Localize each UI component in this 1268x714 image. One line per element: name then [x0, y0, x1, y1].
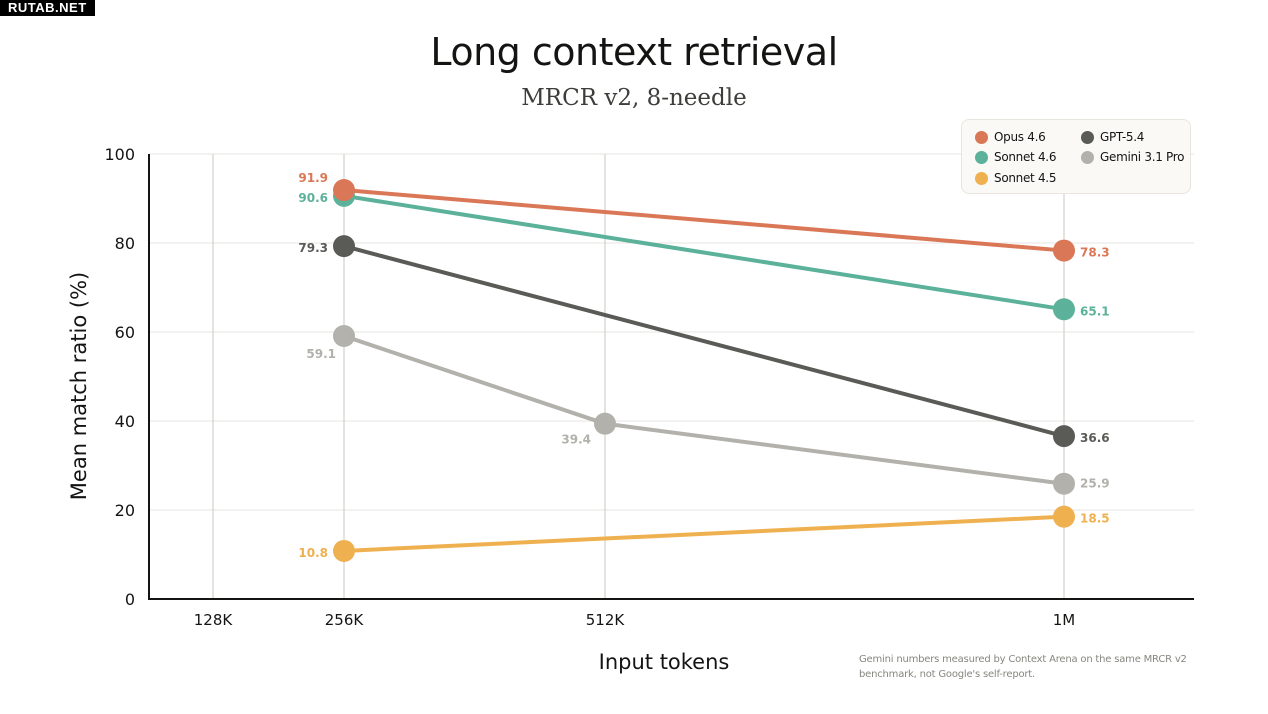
- data-point-opus-4-6: [1053, 239, 1075, 262]
- series-lines: [343, 188, 1065, 553]
- legend-swatch: [975, 171, 988, 185]
- data-point-sonnet-4-5: [333, 539, 355, 562]
- x-tick-labels: 128K 256K 512K 1M: [194, 611, 1075, 629]
- series-line-gpt-5-4: [343, 244, 1065, 439]
- data-point-gpt-5-4: [333, 235, 355, 258]
- data-point-opus-4-6: [333, 179, 355, 202]
- y-tick-label: 0: [125, 590, 135, 609]
- series-points: [333, 179, 1075, 562]
- x-tick-label: 128K: [194, 611, 234, 629]
- series-line-opus-4-6: [343, 188, 1065, 253]
- legend-swatch: [1081, 130, 1094, 144]
- data-point-sonnet-4-5: [1053, 505, 1075, 528]
- data-label-sonnet-4-5: 18.5: [1080, 512, 1110, 526]
- y-tick-label: 20: [115, 501, 135, 520]
- legend-label: Opus 4.6: [994, 130, 1046, 144]
- legend: Opus 4.6 Sonnet 4.6 Sonnet 4.5 GPT-5.4 G…: [961, 119, 1191, 194]
- data-label-gemini-3-1-pro: 39.4: [561, 433, 591, 447]
- legend-item-sonnet-4-5: Sonnet 4.5: [975, 171, 1056, 185]
- legend-label: Gemini 3.1 Pro: [1100, 150, 1185, 164]
- data-label-opus-4-6: 78.3: [1080, 246, 1110, 260]
- data-point-gemini-3-1-pro: [333, 325, 355, 348]
- x-tick-label: 512K: [586, 611, 626, 629]
- legend-label: Sonnet 4.5: [994, 171, 1057, 185]
- legend-item-gpt-5-4: GPT-5.4: [1081, 130, 1144, 144]
- x-tick-label: 1M: [1053, 611, 1076, 629]
- x-tick-label: 256K: [325, 611, 365, 629]
- x-axis-label: Input tokens: [599, 650, 730, 674]
- data-point-gemini-3-1-pro: [594, 412, 616, 435]
- watermark: RUTAB.NET: [0, 0, 95, 16]
- legend-swatch: [975, 130, 988, 144]
- data-point-gpt-5-4: [1053, 425, 1075, 448]
- data-label-sonnet-4-6: 90.6: [298, 191, 328, 205]
- legend-swatch: [1081, 150, 1094, 164]
- footnote: Gemini numbers measured by Context Arena…: [859, 654, 1187, 680]
- data-label-opus-4-6: 91.9: [298, 171, 328, 185]
- data-label-gemini-3-1-pro: 59.1: [306, 347, 336, 361]
- legend-item-sonnet-4-6: Sonnet 4.6: [975, 150, 1056, 164]
- y-tick-label: 80: [115, 234, 135, 253]
- x-grid-lines: [212, 154, 1065, 599]
- y-tick-labels: 0 20 40 60 80 100: [104, 145, 135, 609]
- data-point-gemini-3-1-pro: [1053, 472, 1075, 495]
- data-label-sonnet-4-5: 10.8: [298, 546, 328, 560]
- legend-label: GPT-5.4: [1100, 130, 1145, 144]
- chart-title: Long context retrieval: [430, 30, 838, 74]
- series-line-sonnet-4-5: [343, 514, 1065, 553]
- data-label-gpt-5-4: 79.3: [298, 241, 328, 255]
- y-tick-label: 100: [104, 145, 135, 164]
- data-point-sonnet-4-6: [1053, 298, 1075, 321]
- data-label-gpt-5-4: 36.6: [1080, 431, 1110, 445]
- series-line-gemini-3-1-pro: [343, 334, 1065, 486]
- legend-label: Sonnet 4.6: [994, 150, 1057, 164]
- y-tick-label: 40: [115, 412, 135, 431]
- legend-item-opus-4-6: Opus 4.6: [975, 130, 1046, 144]
- axes: [148, 154, 1194, 600]
- data-label-sonnet-4-6: 65.1: [1080, 304, 1110, 318]
- legend-item-gemini-3-1-pro: Gemini 3.1 Pro: [1081, 150, 1185, 164]
- data-labels: 59.1 39.4 25.9 10.8 18.5 79.3 36.6 90.6 65.1 91.9…: [298, 171, 1109, 560]
- data-label-gemini-3-1-pro: 25.9: [1080, 477, 1110, 491]
- legend-swatch: [975, 150, 988, 164]
- chart-subtitle: MRCR v2, 8-needle: [521, 85, 747, 111]
- y-tick-label: 60: [115, 323, 135, 342]
- y-axis-label: Mean match ratio (%): [67, 272, 91, 500]
- series-line-sonnet-4-6: [343, 193, 1065, 312]
